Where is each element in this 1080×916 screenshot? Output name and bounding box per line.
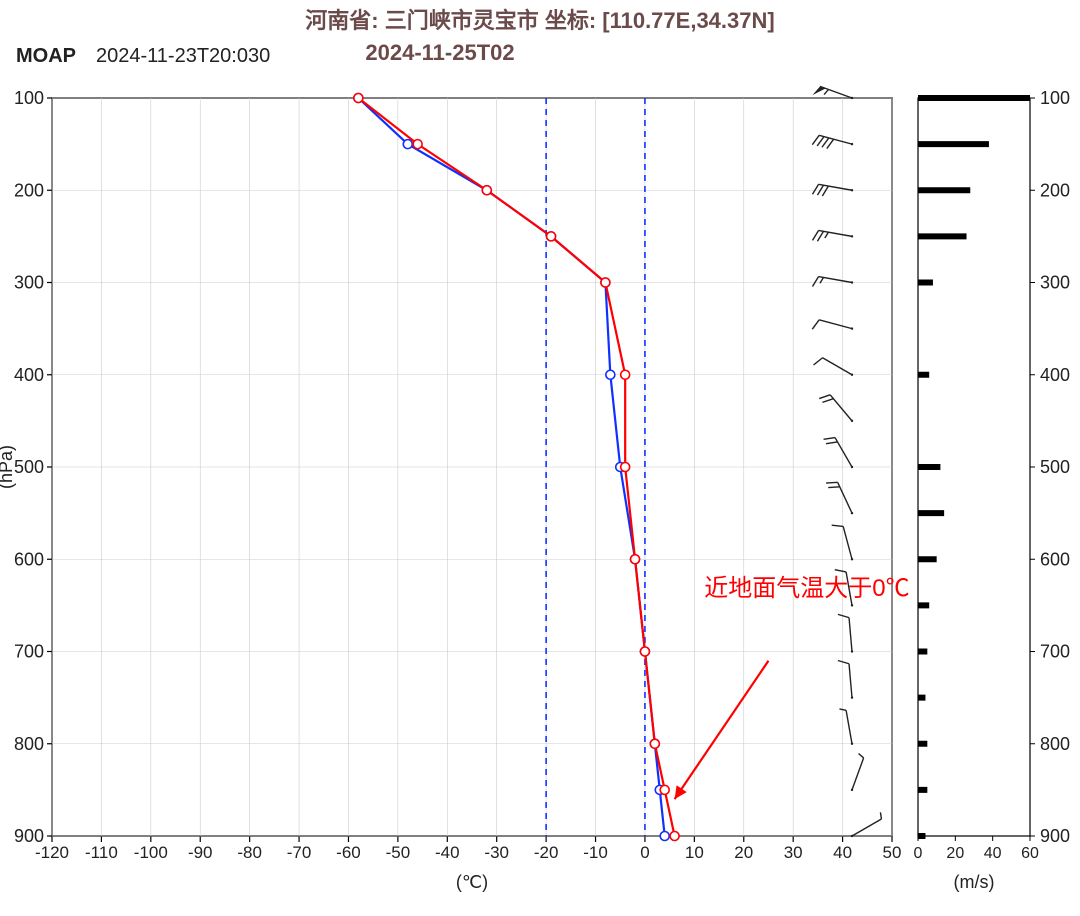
wind-x-tick: 20 [946, 845, 964, 862]
x-tick-label: -40 [435, 843, 460, 862]
y-tick-label: 100 [14, 88, 44, 108]
wind-bar [918, 556, 937, 562]
wind-y-tick: 400 [1040, 365, 1070, 385]
wind-y-tick: 300 [1040, 273, 1070, 293]
wind-y-tick: 800 [1040, 734, 1070, 754]
wind-barb [838, 661, 853, 699]
data-marker [650, 739, 659, 748]
wind-barb [851, 812, 882, 837]
y-tick-label: 600 [14, 549, 44, 569]
y-tick-label: 800 [14, 734, 44, 754]
x-tick-label: 20 [734, 843, 753, 862]
y-tick-label: 700 [14, 642, 44, 662]
wind-x-tick: 40 [984, 845, 1002, 862]
wind-barb [839, 709, 853, 745]
x-tick-label: -80 [237, 843, 262, 862]
y-axis-label: (hPa) [0, 445, 16, 489]
data-marker [601, 278, 610, 287]
data-marker [482, 186, 491, 195]
wind-bar [918, 187, 970, 193]
title-valid-time: 2024-11-25T02 [365, 40, 514, 65]
annotation-surface-temp: 近地面气温大于0℃ [675, 575, 910, 799]
x-tick-label: 30 [784, 843, 803, 862]
wind-barb [819, 395, 853, 422]
wind-bar [918, 649, 927, 655]
data-marker [621, 370, 630, 379]
moap-basetime: 2024-11-23T20:030 [96, 45, 270, 67]
wind-bar [918, 233, 967, 239]
wind-y-tick: 500 [1040, 457, 1070, 477]
wind-x-label: (m/s) [954, 872, 995, 892]
wind-bar [918, 741, 927, 747]
wind-y-tick: 900 [1040, 826, 1070, 846]
x-tick-label: -30 [484, 843, 509, 862]
data-marker [413, 140, 422, 149]
wind-barb [826, 482, 853, 514]
wind-barb [812, 135, 853, 148]
y-tick-label: 900 [14, 826, 44, 846]
x-tick-label: 40 [833, 843, 852, 862]
y-tick-label: 400 [14, 365, 44, 385]
y-tick-label: 300 [14, 273, 44, 293]
temperature-profile-chart: -120-110-100-90-80-70-60-50-40-30-20-100… [0, 88, 901, 892]
x-tick-label: -60 [336, 843, 361, 862]
data-marker [403, 140, 412, 149]
annotation-text: 近地面气温大于0℃ [704, 575, 909, 602]
x-tick-label: -50 [386, 843, 411, 862]
wind-bar [918, 695, 925, 701]
wind-bar [918, 372, 929, 378]
x-tick-label: 10 [685, 843, 704, 862]
wind-bar [918, 787, 927, 793]
wind-barb [813, 277, 854, 287]
data-marker [631, 555, 640, 564]
annotation-arrow [675, 661, 769, 799]
wind-barb [824, 438, 854, 469]
title-location: 河南省: 三门峡市灵宝市 坐标: [110.77E,34.37N] [305, 8, 774, 33]
wind-bar [918, 141, 989, 147]
wind-bar [918, 464, 940, 470]
data-marker [670, 832, 679, 841]
data-marker [354, 94, 363, 103]
wind-y-tick: 200 [1040, 180, 1070, 200]
wind-bar [918, 602, 929, 608]
data-marker [621, 463, 630, 472]
moap-label: MOAP [16, 45, 76, 67]
data-marker [606, 370, 615, 379]
wind-x-tick: 0 [914, 845, 923, 862]
x-axis-label: (℃) [456, 872, 488, 892]
wind-bar [918, 280, 933, 286]
x-tick-label: 50 [883, 843, 902, 862]
sounding-figure: 河南省: 三门峡市灵宝市 坐标: [110.77E,34.37N] 2024-1… [0, 0, 1080, 916]
wind-barb [851, 753, 864, 791]
wind-y-tick: 700 [1040, 642, 1070, 662]
annotation-arrowhead [675, 785, 687, 799]
wind-barb [812, 320, 853, 330]
wind-barb [838, 614, 853, 652]
y-tick-label: 200 [14, 180, 44, 200]
x-tick-label: -100 [134, 843, 168, 862]
x-tick-label: -20 [534, 843, 559, 862]
wind-bar [918, 833, 925, 839]
wind-x-tick: 60 [1021, 845, 1039, 862]
wind-barb [812, 86, 853, 99]
y-tick-label: 500 [14, 457, 44, 477]
x-tick-label: 0 [640, 843, 649, 862]
x-tick-label: -10 [583, 843, 608, 862]
x-tick-label: -110 [85, 843, 118, 862]
x-tick-label: -70 [287, 843, 312, 862]
wind-bar [918, 95, 1030, 101]
data-marker [547, 232, 556, 241]
wind-speed-chart: 0 20 40 60 100 200 300 400 500 600 700 800 900 (m/s) [914, 88, 1071, 892]
data-marker [660, 785, 669, 794]
wind-y-tick: 600 [1040, 549, 1070, 569]
x-tick-label: -90 [188, 843, 213, 862]
wind-barb-column [812, 86, 881, 837]
data-marker [660, 832, 669, 841]
wind-bar [918, 510, 944, 516]
data-marker [640, 647, 649, 656]
wind-barb [813, 230, 854, 241]
wind-y-tick: 100 [1040, 88, 1070, 108]
wind-barb [814, 358, 854, 376]
